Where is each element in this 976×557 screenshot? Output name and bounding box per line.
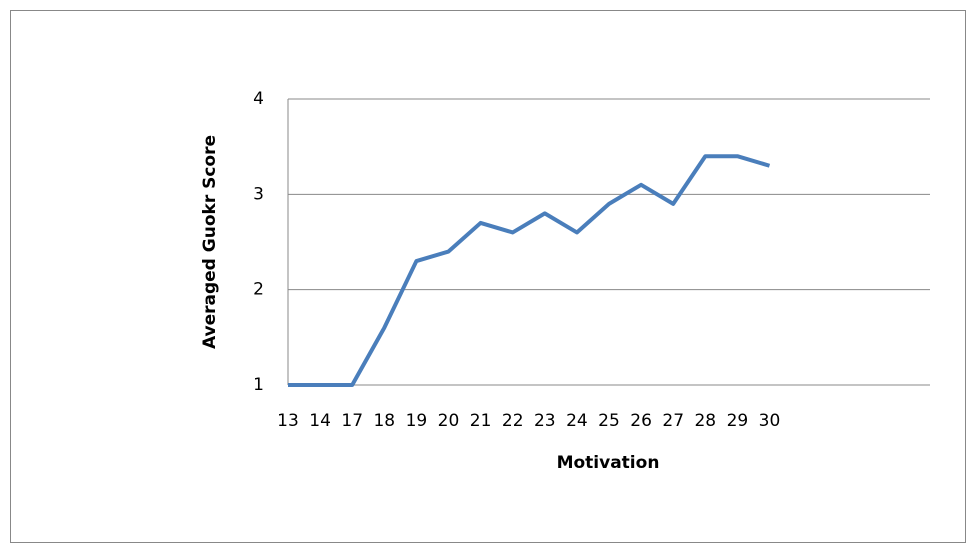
y-tick-label: 1 [253, 375, 264, 395]
y-axis-label: Averaged Guokr Score [200, 135, 220, 349]
x-tick-label: 22 [502, 411, 524, 431]
x-tick-label: 29 [727, 411, 749, 431]
y-tick-label: 3 [253, 184, 264, 204]
line-series [288, 154, 771, 387]
x-tick-label: 21 [470, 411, 492, 431]
x-tick-label: 13 [277, 411, 299, 431]
x-axis-label: Motivation [557, 453, 660, 473]
x-tick-label: 14 [309, 411, 331, 431]
x-tick-label: 27 [662, 411, 684, 431]
x-tick-label: 17 [341, 411, 363, 431]
x-tick-label: 25 [598, 411, 620, 431]
x-tick-label: 28 [694, 411, 716, 431]
x-tick-label: 30 [759, 411, 781, 431]
x-tick-label: 23 [534, 411, 556, 431]
x-tick-label: 24 [566, 411, 588, 431]
x-tick-label: 19 [406, 411, 428, 431]
x-tick-label: 18 [373, 411, 395, 431]
y-tick-label: 4 [253, 89, 264, 109]
x-tick-label: 26 [630, 411, 652, 431]
chart-border [10, 10, 966, 543]
x-tick-label: 20 [438, 411, 460, 431]
y-tick-label: 2 [253, 280, 264, 300]
